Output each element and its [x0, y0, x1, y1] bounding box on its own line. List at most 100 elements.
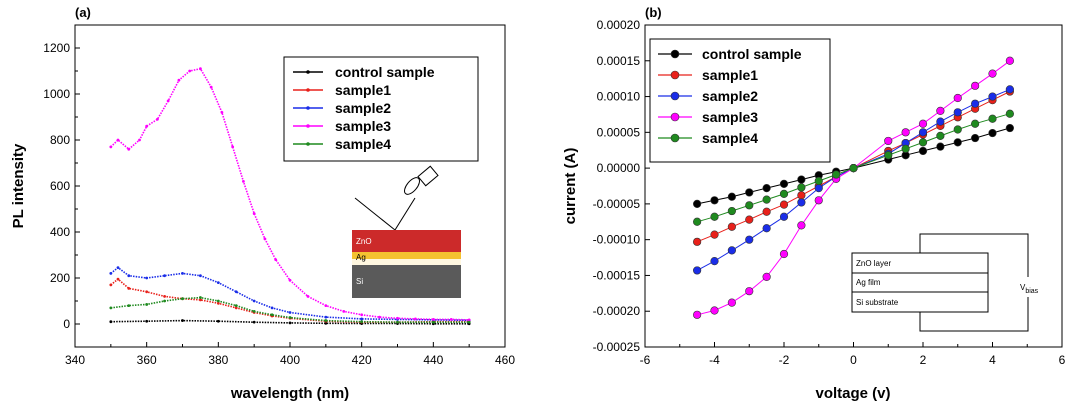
data-point	[988, 92, 997, 101]
x-tick-label: 440	[423, 353, 443, 367]
data-point	[710, 212, 719, 221]
data-point	[324, 321, 328, 325]
data-point	[971, 133, 980, 143]
x-tick-label: 400	[280, 353, 300, 367]
data-point	[431, 318, 435, 321]
circuit-wire-bottom	[919, 297, 1029, 332]
x-tick-label: -6	[640, 353, 651, 367]
y-tick-label: -0.00010	[593, 233, 641, 247]
data-point	[234, 306, 238, 310]
data-point	[936, 106, 945, 115]
chart-panel-b: (b) -6 -4 -2 0 2 4 6 -0.00025 -0.00020 -0.00015 -0…	[562, 5, 1066, 402]
x-tick-label: 460	[495, 353, 515, 367]
data-point	[116, 266, 120, 270]
si-layer-block	[352, 265, 461, 298]
data-point	[216, 319, 220, 323]
zno-layer-block	[352, 230, 461, 252]
zno-layer-label: ZnO layer	[856, 259, 891, 268]
data-point	[252, 299, 256, 303]
legend-marker	[670, 91, 680, 101]
data-point	[145, 319, 149, 323]
data-point	[199, 67, 202, 71]
data-point	[745, 201, 754, 210]
detector-icon	[417, 165, 439, 187]
data-point	[156, 117, 159, 121]
data-point	[163, 299, 166, 303]
y-tick-label: 800	[50, 133, 70, 147]
legend-marker	[670, 70, 680, 80]
circuit-wire-top	[919, 233, 1029, 277]
data-point	[242, 180, 245, 183]
data-point	[849, 164, 858, 173]
data-point	[360, 320, 364, 324]
data-point	[745, 235, 754, 244]
x-tick-label: 6	[1059, 353, 1066, 367]
panel-b-x-axis-title: voltage (v)	[815, 385, 890, 402]
data-point	[1005, 123, 1014, 133]
ag-film-label: Ag film	[856, 278, 881, 287]
legend-label: sample1	[335, 82, 391, 98]
data-point	[953, 125, 962, 134]
panel-a-inset-schematic: ZnO Ag Si	[352, 165, 461, 298]
legend-marker	[306, 70, 310, 74]
y-tick-label: 200	[50, 271, 70, 285]
data-point	[936, 117, 945, 126]
data-point	[953, 93, 962, 103]
data-point	[270, 306, 274, 310]
data-point	[1005, 56, 1014, 65]
data-point	[762, 195, 771, 204]
y-tick-label: -0.00015	[593, 268, 641, 282]
data-point	[209, 85, 213, 89]
panel-a-data	[109, 67, 471, 326]
data-point	[971, 119, 980, 128]
incident-beam-line	[354, 197, 396, 231]
y-tick-label: -0.00020	[593, 304, 641, 318]
data-point	[181, 272, 184, 275]
data-point	[727, 192, 736, 201]
data-point	[901, 144, 910, 153]
data-point	[727, 246, 736, 255]
data-point	[693, 310, 702, 319]
data-point	[745, 188, 754, 197]
data-point	[797, 175, 806, 184]
legend-marker	[306, 88, 310, 92]
data-point	[936, 142, 945, 151]
y-tick-label: 600	[50, 179, 70, 193]
data-point	[306, 295, 310, 298]
lens-icon	[404, 177, 420, 195]
data-point	[797, 221, 806, 230]
data-point	[116, 138, 120, 142]
legend-marker	[306, 142, 310, 146]
data-point	[762, 184, 771, 193]
data-point	[693, 199, 702, 208]
legend-marker	[306, 124, 310, 128]
data-point	[693, 266, 702, 275]
x-tick-label: 4	[989, 353, 996, 367]
data-point	[814, 196, 823, 205]
data-point	[324, 319, 328, 322]
legend-label: control sample	[702, 46, 802, 62]
data-point	[138, 138, 141, 142]
legend-box	[649, 38, 831, 163]
data-point	[779, 179, 789, 188]
data-point	[360, 313, 364, 317]
data-point	[467, 318, 471, 322]
data-point	[109, 145, 113, 149]
data-point	[901, 128, 910, 137]
data-point	[116, 277, 120, 281]
data-point	[181, 297, 184, 301]
data-point	[231, 145, 235, 149]
data-point	[988, 128, 997, 138]
legend-label: sample3	[335, 118, 391, 134]
x-tick-label: 0	[850, 353, 857, 367]
y-tick-label: 400	[50, 225, 70, 239]
x-tick-label: -4	[709, 353, 720, 367]
y-tick-label: 0.00020	[597, 18, 641, 32]
data-point	[988, 69, 997, 78]
ag-layer-block	[352, 252, 461, 259]
legend-label: sample1	[702, 67, 758, 83]
data-point	[270, 313, 274, 317]
data-point	[710, 306, 719, 315]
panel-b-data	[693, 56, 1014, 319]
y-tick-label: 1000	[43, 87, 70, 101]
